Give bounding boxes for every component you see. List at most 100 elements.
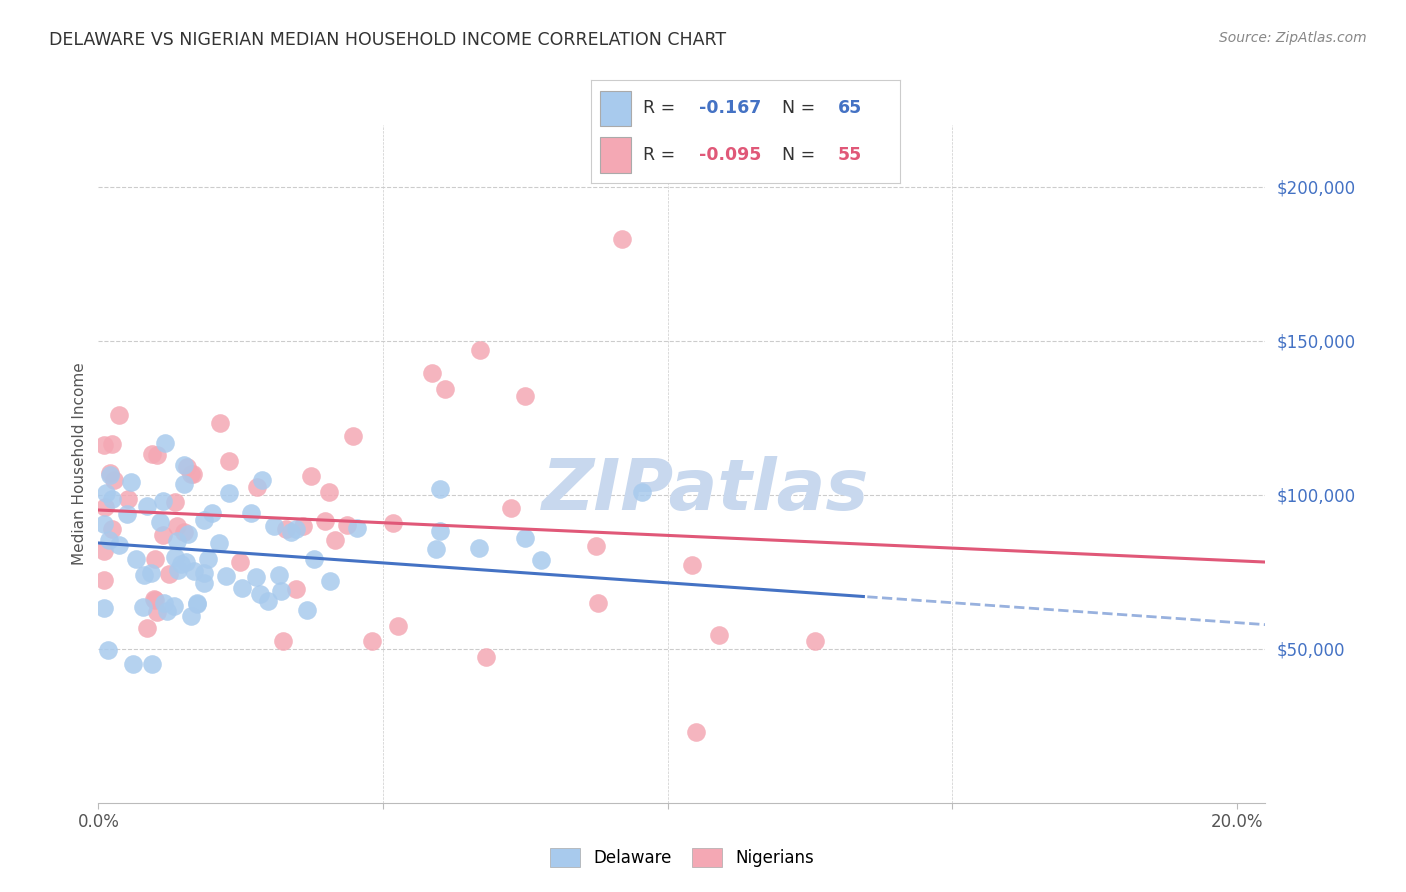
Point	[173, 477, 195, 491]
Text: Source: ZipAtlas.com: Source: ZipAtlas.com	[1219, 31, 1367, 45]
Text: DELAWARE VS NIGERIAN MEDIAN HOUSEHOLD INCOME CORRELATION CHART: DELAWARE VS NIGERIAN MEDIAN HOUSEHOLD IN…	[49, 31, 727, 49]
Text: 65: 65	[838, 100, 862, 118]
Bar	[600, 136, 631, 173]
Point	[257, 593, 280, 607]
Point	[433, 383, 456, 397]
Point	[177, 526, 200, 541]
Point	[163, 549, 186, 564]
Point	[166, 519, 188, 533]
Point	[681, 558, 703, 572]
Point	[124, 552, 146, 566]
Point	[586, 596, 609, 610]
Point	[93, 601, 115, 615]
Point	[101, 522, 124, 536]
Point	[136, 621, 159, 635]
Point	[153, 436, 176, 450]
Point	[101, 436, 124, 450]
Point	[515, 389, 537, 403]
Point	[630, 485, 652, 500]
Point	[245, 570, 267, 584]
Point	[299, 469, 322, 483]
Point	[143, 552, 166, 566]
Point	[468, 541, 491, 555]
Point	[246, 480, 269, 494]
Point	[218, 486, 240, 500]
Point	[685, 725, 707, 739]
Point	[295, 603, 318, 617]
Point	[382, 516, 405, 530]
Point	[249, 587, 271, 601]
Point	[271, 633, 294, 648]
Y-axis label: Median Household Income: Median Household Income	[72, 362, 87, 566]
Point	[387, 619, 409, 633]
Text: -0.167: -0.167	[699, 100, 761, 118]
Point	[229, 555, 252, 569]
Point	[169, 557, 191, 571]
Text: -0.095: -0.095	[699, 145, 761, 163]
Point	[103, 473, 125, 487]
Point	[180, 467, 202, 482]
Point	[218, 454, 240, 468]
Point	[134, 568, 156, 582]
Point	[135, 499, 157, 513]
Point	[145, 448, 167, 462]
Point	[152, 494, 174, 508]
Point	[429, 482, 451, 496]
Point	[585, 539, 607, 553]
Point	[132, 600, 155, 615]
Point	[263, 518, 285, 533]
Point	[174, 555, 197, 569]
Text: N =: N =	[782, 100, 821, 118]
Point	[425, 541, 447, 556]
Point	[139, 566, 162, 580]
Point	[98, 533, 121, 548]
Point	[183, 467, 205, 482]
Point	[186, 596, 208, 610]
Point	[183, 564, 205, 578]
Point	[209, 416, 232, 430]
Text: N =: N =	[782, 145, 821, 163]
Point	[231, 581, 253, 595]
Point	[93, 573, 115, 587]
Point	[318, 484, 340, 499]
Point	[107, 538, 129, 552]
Point	[149, 516, 172, 530]
Point	[499, 501, 522, 516]
Point	[346, 521, 368, 535]
Point	[121, 657, 143, 672]
Point	[513, 532, 536, 546]
Point	[166, 534, 188, 549]
Bar	[600, 91, 631, 127]
Point	[153, 596, 176, 610]
Point	[141, 447, 163, 461]
Point	[319, 574, 342, 589]
Point	[420, 366, 443, 380]
Point	[361, 633, 384, 648]
Point	[141, 657, 163, 672]
Point	[166, 563, 188, 577]
Point	[530, 552, 553, 566]
Point	[193, 576, 215, 591]
Point	[270, 583, 292, 598]
Point	[804, 634, 827, 648]
Point	[117, 491, 139, 506]
Point	[475, 650, 498, 665]
Point	[96, 486, 118, 500]
Point	[707, 628, 730, 642]
Point	[200, 506, 222, 520]
Point	[143, 593, 166, 607]
Point	[250, 473, 273, 487]
Point	[165, 495, 187, 509]
Text: R =: R =	[643, 145, 681, 163]
Point	[101, 491, 124, 506]
Point	[239, 506, 262, 520]
Point	[176, 459, 198, 474]
Point	[157, 566, 180, 581]
Point	[197, 551, 219, 566]
Point	[173, 458, 195, 472]
Point	[284, 522, 307, 536]
Point	[93, 544, 115, 558]
Point	[152, 528, 174, 542]
Legend: Delaware, Nigerians: Delaware, Nigerians	[541, 840, 823, 876]
Point	[610, 232, 633, 246]
